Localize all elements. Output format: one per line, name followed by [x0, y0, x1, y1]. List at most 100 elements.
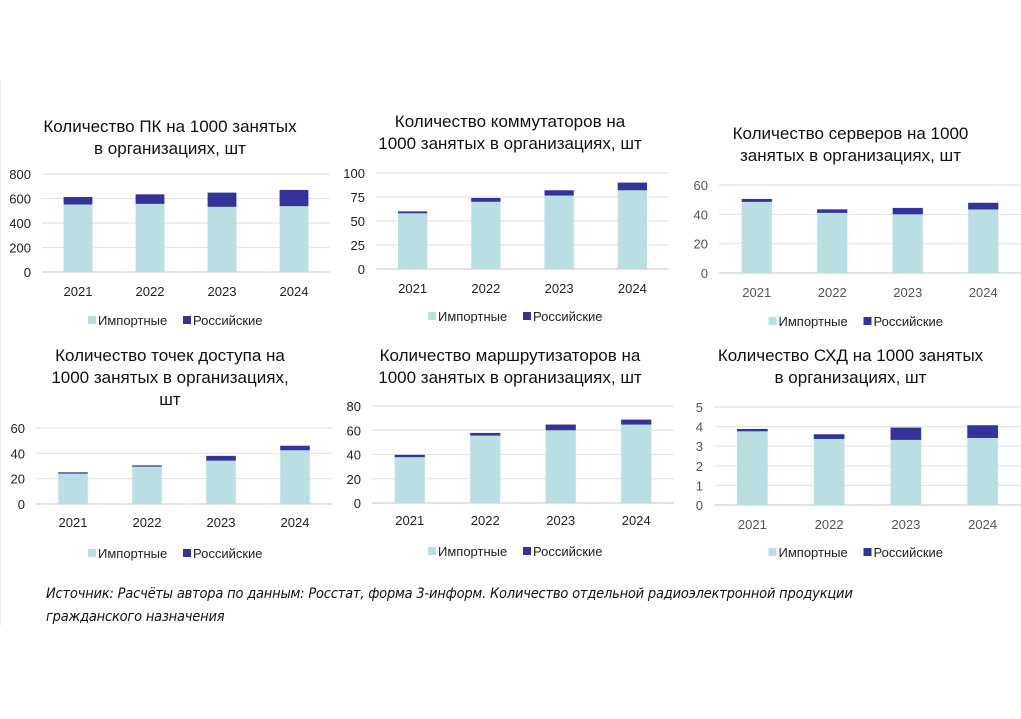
y-tick-label: 2	[696, 459, 703, 474]
chart-title-line: Количество ПК на 1000 занятых	[43, 117, 297, 136]
legend-label: Импортные	[98, 313, 167, 328]
bar-segment-imports	[967, 437, 998, 505]
legend: Импортные Российские	[88, 313, 263, 328]
bar-segment-imports	[817, 212, 848, 273]
y-tick-label: 4	[696, 420, 703, 435]
x-tick-label: 2022	[815, 517, 844, 532]
legend: Импортные Российские	[428, 544, 603, 559]
bar-segment-imports	[968, 209, 999, 273]
legend-item-russian: Российские	[183, 546, 263, 561]
legend: Импортные Российские	[88, 546, 263, 561]
x-tick-label: 2023	[893, 285, 922, 300]
bar-segment-imports	[890, 439, 922, 505]
chart-svg: Количество коммутаторов на 1000 занятых в…	[343, 112, 669, 324]
bar-segment-russian	[545, 424, 576, 431]
legend-label: Импортные	[779, 314, 848, 329]
x-tick-label: 2021	[738, 517, 767, 532]
legend: Импортные Российские	[768, 314, 943, 329]
x-tick-label: 2021	[398, 281, 427, 296]
x-tick-label: 2024	[281, 515, 310, 530]
bar-segment-imports	[621, 424, 652, 503]
y-tick-label: 0	[354, 496, 361, 511]
bar-segment-russian	[471, 197, 501, 202]
x-tick-label: 2022	[133, 515, 162, 530]
bar-segment-russian	[544, 190, 574, 196]
y-tick-label: 400	[9, 216, 31, 231]
legend-label: Российские	[193, 313, 263, 328]
legend-item-imports: Импортные	[88, 546, 167, 561]
bar-segment-russian	[621, 419, 652, 425]
bar-segment-russian	[279, 189, 309, 207]
x-tick-label: 2022	[471, 281, 500, 296]
bar-segment-imports	[394, 457, 425, 503]
legend-label: Российские	[533, 544, 603, 559]
x-tick-label: 2024	[618, 281, 647, 296]
bar-segment-imports	[737, 431, 768, 505]
bar-segment-russian	[967, 425, 998, 438]
bar-segment-imports	[63, 204, 93, 272]
chart-pc: Количество ПК на 1000 занятых в организац…	[0, 110, 340, 335]
chart-title-line: Количество серверов на 1000	[733, 124, 969, 143]
legend-item-russian: Российские	[523, 544, 603, 559]
chart-title-line: в организациях, шт	[775, 368, 927, 387]
y-tick-label: 0	[24, 265, 31, 280]
bar-segment-imports	[544, 195, 574, 269]
bar-segment-imports	[280, 450, 310, 504]
legend-item-russian: Российские	[863, 545, 944, 560]
bar-segment-imports	[741, 201, 772, 273]
legend-swatch	[428, 547, 436, 555]
bar-segment-russian	[892, 207, 923, 215]
legend-item-imports: Импортные	[768, 545, 848, 560]
y-tick-label: 50	[351, 214, 365, 229]
legend-swatch	[183, 316, 191, 324]
bar-segment-russian	[394, 454, 425, 458]
bar-segment-russian	[813, 434, 845, 439]
bar-segment-russian	[741, 198, 772, 202]
legend-label: Импортные	[438, 544, 507, 559]
chart-title-line: Количество СХД на 1000 занятых	[718, 346, 984, 365]
legend-label: Российские	[533, 309, 603, 324]
chart-svg: Количество ПК на 1000 занятых в организац…	[9, 117, 330, 328]
x-tick-label: 2021	[395, 513, 424, 528]
x-tick-label: 2024	[968, 517, 997, 532]
bar-segment-imports	[617, 190, 648, 269]
chart-title-line: Количество точек доступа на	[55, 346, 285, 365]
bar-segment-imports	[470, 435, 501, 503]
chart-switches: Количество коммутаторов на 1000 занятых в…	[340, 105, 680, 330]
legend-label: Импортные	[98, 546, 167, 561]
bar-segment-imports	[471, 201, 501, 269]
chart-title-line: занятых в организациях, шт	[740, 146, 961, 165]
bar-segment-imports	[207, 206, 237, 272]
bar-segment-russian	[890, 427, 922, 440]
chart-svg: Количество маршрутизаторов на 1000 заняты…	[347, 346, 674, 559]
y-tick-label: 20	[347, 472, 361, 487]
legend-label: Российские	[874, 545, 944, 560]
y-tick-label: 0	[701, 266, 708, 281]
chart-servers: Количество серверов на 1000 занятых в орг…	[680, 115, 1021, 340]
bar-segment-russian	[470, 432, 501, 436]
y-tick-label: 40	[11, 446, 25, 461]
y-tick-label: 0	[696, 498, 703, 513]
y-tick-label: 25	[351, 238, 365, 253]
chart-svg: Количество серверов на 1000 занятых в орг…	[694, 124, 1021, 329]
bar-segment-russian	[58, 472, 88, 474]
legend-item-imports: Импортные	[88, 313, 167, 328]
chart-svg: Количество точек доступа на 1000 занятых …	[11, 346, 332, 561]
y-tick-label: 100	[343, 166, 365, 181]
chart-title-line: Количество маршрутизаторов на	[380, 346, 641, 365]
chart-storage-systems: Количество СХД на 1000 занятых в организа…	[680, 338, 1021, 563]
legend-swatch	[768, 548, 777, 556]
legend-swatch	[768, 317, 777, 325]
bar-segment-russian	[63, 197, 93, 205]
bar-segment-imports	[279, 206, 309, 272]
y-tick-label: 20	[11, 472, 25, 487]
x-tick-label: 2021	[742, 285, 771, 300]
y-tick-label: 60	[694, 178, 708, 193]
y-tick-label: 0	[358, 262, 365, 277]
bar-segment-russian	[206, 455, 236, 461]
bar-segment-russian	[135, 194, 165, 204]
bar-segment-imports	[892, 214, 923, 273]
y-tick-label: 5	[696, 400, 703, 415]
bar-segment-russian	[968, 202, 999, 210]
x-tick-label: 2022	[136, 284, 165, 299]
